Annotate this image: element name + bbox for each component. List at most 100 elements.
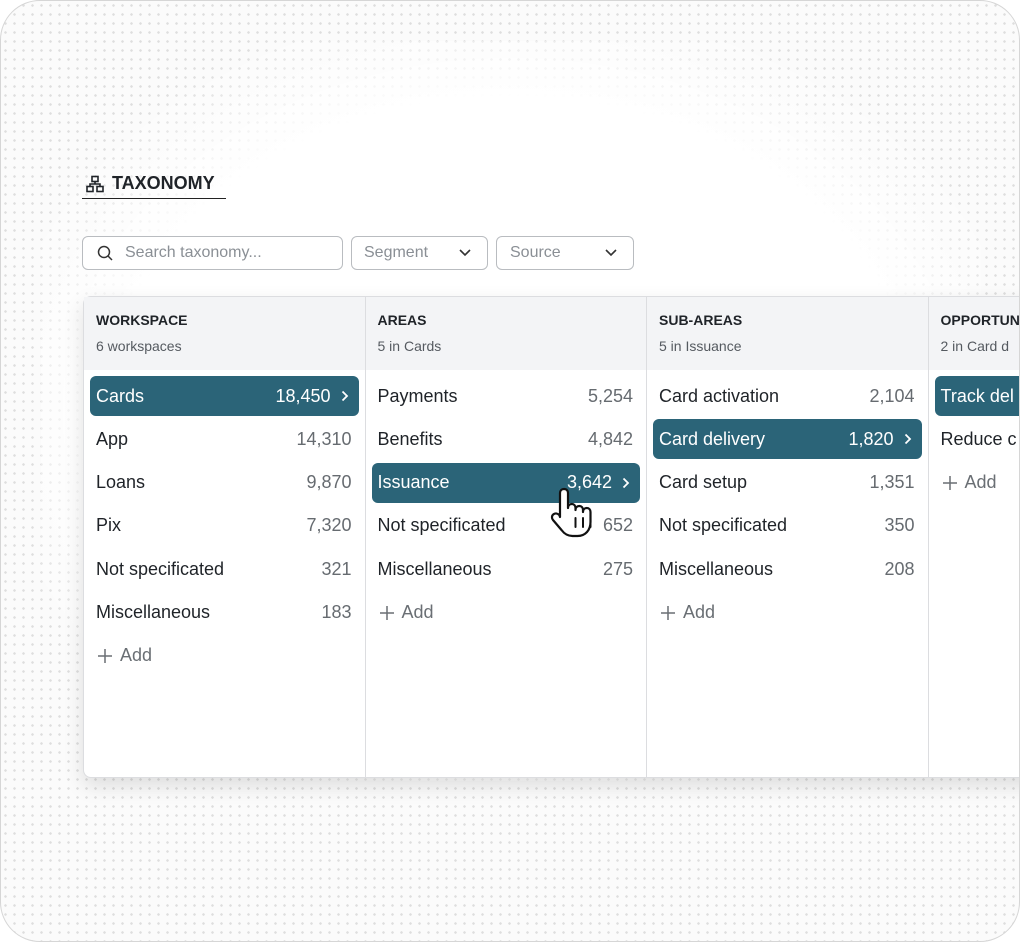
tab-icon [86, 175, 104, 192]
item-count: 7,320 [306, 515, 352, 536]
item-count: 5,254 [587, 385, 633, 406]
item-label: Reduce c [940, 428, 1017, 449]
item-label: Loans [96, 472, 146, 493]
plus-icon [379, 600, 394, 626]
chevron-down [459, 249, 471, 257]
item-label: Cards [96, 385, 145, 406]
search-placeholder: Search taxonomy... [125, 244, 262, 261]
plus [98, 648, 112, 663]
item-count-wrap: 183 [321, 602, 351, 623]
item-label: Payments [377, 385, 458, 406]
list-item[interactable]: Card activation 2,104 [647, 376, 928, 416]
chevron-right [904, 434, 911, 445]
column: WORKSPACE 6 workspaces Cards 18,450 App 14,31… [84, 297, 366, 777]
item-label: Card setup [659, 472, 748, 493]
filter-label: Segment [364, 244, 429, 261]
item-count-wrap: 9,870 [306, 472, 351, 493]
taxonomy-tab[interactable]: TAXONOMY [82, 169, 226, 199]
item-label: Miscellaneous [96, 602, 211, 622]
list-item[interactable]: Miscellaneous 275 [366, 549, 647, 589]
list-item[interactable]: Miscellaneous 183 [84, 593, 365, 633]
item-count-wrap: 18,450 [275, 386, 348, 407]
list-item[interactable]: Track del [934, 376, 1019, 416]
item-count-wrap: 2,104 [869, 386, 914, 407]
column: SUB-AREAS 5 in Issuance Card activation 2,1… [647, 297, 929, 777]
source-filter[interactable]: Source [496, 236, 634, 270]
list-item[interactable]: Card setup 1,351 [647, 463, 928, 503]
item-label: Card delivery [659, 428, 766, 449]
column-title: OPPORTUN [940, 312, 1020, 328]
column: AREAS 5 in Cards Payments 5,254 Benefits 4,84… [365, 297, 647, 777]
item-count: 208 [884, 558, 915, 579]
list-item[interactable]: Not specificated 321 [84, 549, 365, 589]
plus-icon [942, 470, 957, 496]
add-item[interactable]: Add [84, 636, 365, 676]
taxonomy-columns: WORKSPACE 6 workspaces Cards 18,450 App 14,31… [83, 296, 1020, 778]
item-count-wrap: 350 [884, 515, 914, 536]
item-count-wrap: 1,820 [848, 429, 911, 450]
chevron-down [605, 249, 617, 257]
add-label: Add [401, 602, 434, 622]
column-title: WORKSPACE [96, 312, 188, 328]
item-count: 652 [602, 515, 633, 536]
item-count: 4,842 [587, 428, 633, 449]
add-item[interactable]: Add [929, 463, 1020, 503]
item-label: Miscellaneous [659, 558, 774, 579]
item-count: 18,450 [275, 385, 331, 406]
item-label: Not specificated [659, 515, 788, 536]
list-item[interactable]: Payments 5,254 [366, 376, 647, 416]
item-label: Pix [96, 515, 122, 536]
list-item[interactable]: Cards 18,450 [90, 376, 359, 416]
item-count-wrap: 275 [603, 559, 633, 580]
add-item[interactable]: Add [366, 593, 647, 633]
item-count-wrap: 5,254 [588, 386, 633, 407]
item-label: Benefits [377, 428, 443, 449]
tab-title: TAXONOMY [112, 173, 215, 193]
list-item[interactable]: Miscellaneous 208 [647, 549, 928, 589]
item-count: 9,870 [306, 472, 352, 493]
item-count-wrap: 7,320 [306, 515, 351, 536]
add-item[interactable]: Add [647, 593, 928, 633]
column-header: SUB-AREAS 5 in Issuance [647, 297, 928, 370]
column-header: OPPORTUN 2 in Card d [928, 297, 1020, 370]
column-header: AREAS 5 in Cards [365, 297, 646, 370]
list-item[interactable]: Pix 7,320 [84, 506, 365, 546]
column: OPPORTUN 2 in Card d Track del Reduce c Add [928, 297, 1020, 777]
item-label: Card activation [659, 385, 780, 406]
item-count: 1,351 [869, 472, 915, 493]
item-count: 321 [321, 558, 352, 579]
item-count: 3,642 [566, 472, 612, 493]
item-count: 183 [321, 602, 352, 622]
add-label: Add [120, 645, 153, 666]
column-subtitle: 2 in Card d [940, 338, 1009, 354]
list-item[interactable]: Reduce c [929, 419, 1020, 459]
chevron-right [341, 390, 348, 402]
list-item[interactable]: Loans 9,870 [84, 463, 365, 503]
item-label: Issuance [377, 472, 450, 493]
search-box[interactable]: Search taxonomy... [82, 236, 343, 270]
hand-cursor [550, 487, 592, 538]
item-label: App [96, 428, 129, 449]
item-count-wrap: 652 [603, 515, 633, 536]
item-label: Miscellaneous [377, 558, 492, 579]
item-label: Track del [940, 385, 1014, 406]
item-count-wrap: 1,351 [869, 472, 914, 493]
chevron-right [622, 477, 630, 488]
item-label: Not specificated [96, 558, 225, 579]
item-count: 14,310 [296, 428, 352, 449]
item-count-wrap: 3,642 [567, 472, 630, 493]
list-item[interactable]: Issuance 3,642 [371, 462, 640, 503]
plus [942, 475, 957, 490]
column-subtitle: 5 in Issuance [659, 338, 742, 354]
plus [379, 605, 394, 620]
list-item[interactable]: Not specificated 652 [366, 506, 647, 546]
item-count-wrap: 14,310 [296, 429, 351, 450]
item-count-wrap: 4,842 [588, 429, 633, 450]
segment-filter[interactable]: Segment [351, 236, 488, 270]
plus-icon [98, 643, 112, 669]
list-item[interactable]: Card delivery 1,820 [653, 419, 922, 460]
item-count: 350 [884, 515, 915, 536]
list-item[interactable]: App 14,310 [84, 419, 365, 459]
list-item[interactable]: Not specificated 350 [647, 506, 928, 546]
list-item[interactable]: Benefits 4,842 [366, 419, 647, 459]
